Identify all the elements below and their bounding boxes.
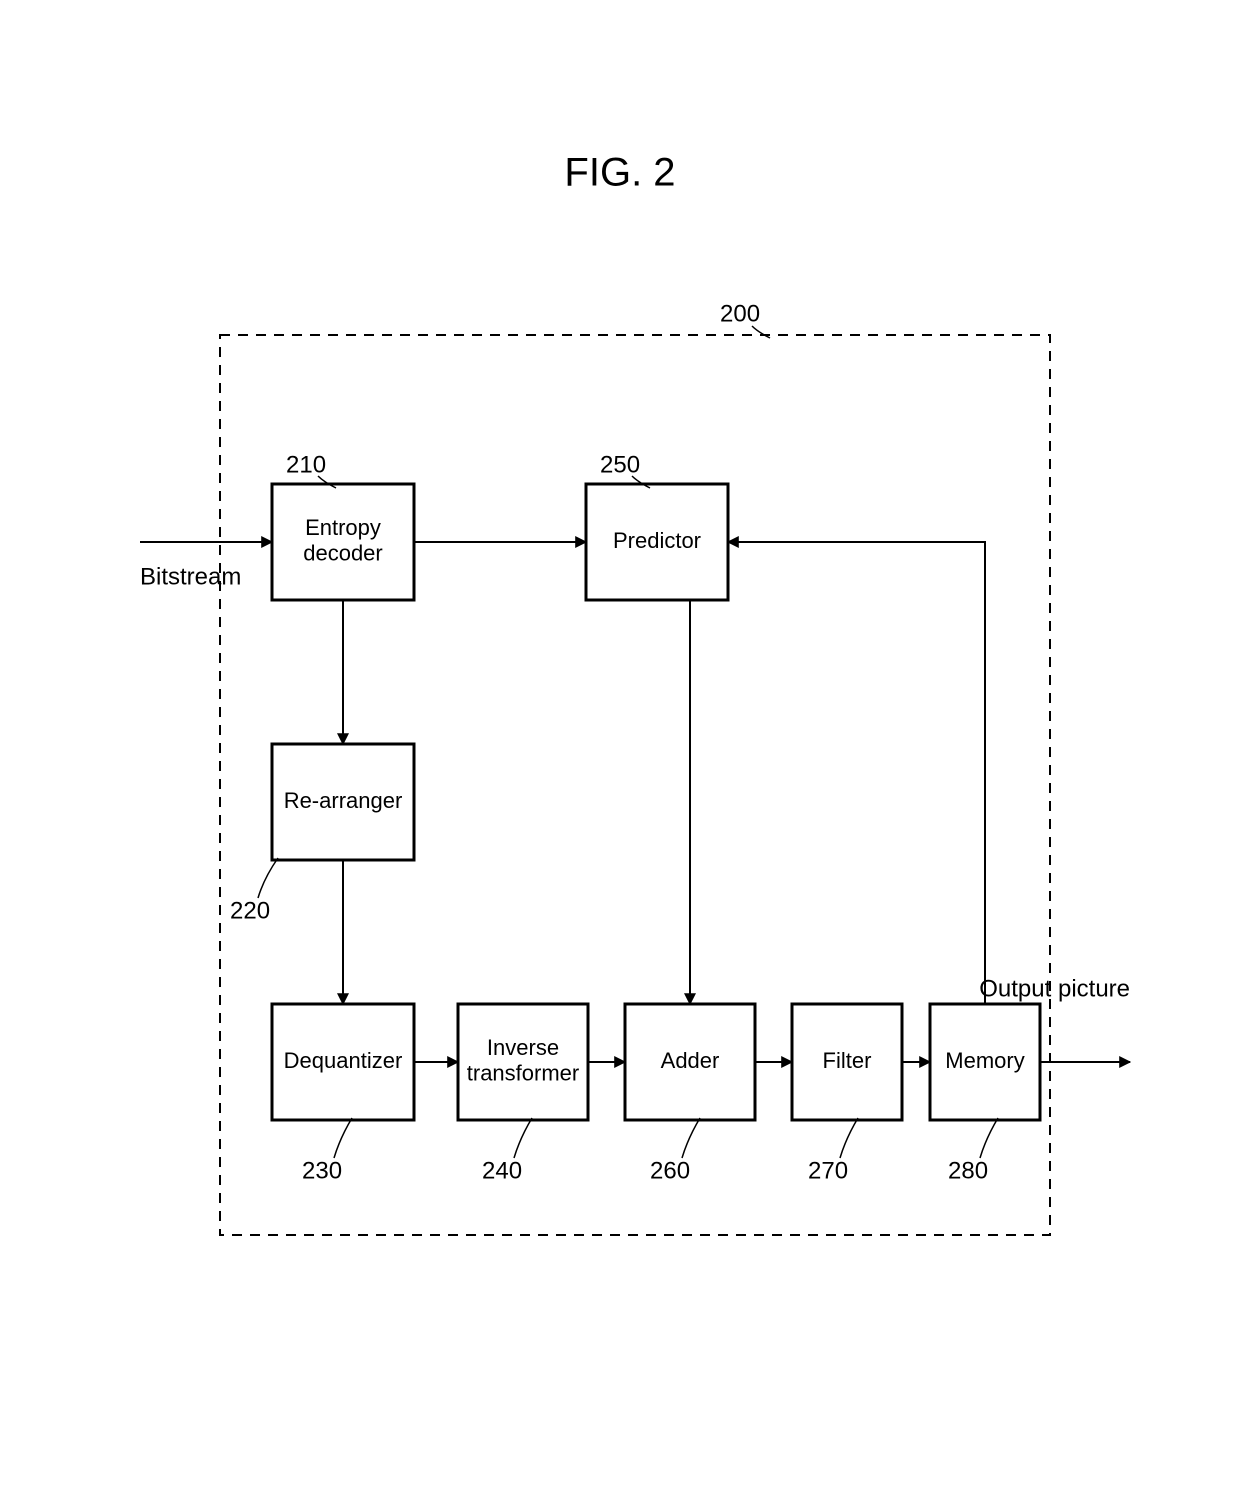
node-label-inverse_transformer: Inverse: [487, 1035, 559, 1060]
node-ref-inverse_transformer: 240: [482, 1157, 522, 1184]
node-label-adder: Adder: [661, 1048, 720, 1073]
node-predictor: Predictor: [586, 484, 728, 600]
figure-title: FIG. 2: [564, 151, 675, 195]
io-label-bitstream: Bitstream: [140, 563, 241, 590]
node-memory: Memory: [930, 1004, 1040, 1120]
node-label-predictor: Predictor: [613, 528, 701, 553]
node-ref-filter: 270: [808, 1157, 848, 1184]
leader-filter: [840, 1118, 858, 1158]
node-ref-adder: 260: [650, 1157, 690, 1184]
node-adder: Adder: [625, 1004, 755, 1120]
node-label-filter: Filter: [823, 1048, 872, 1073]
node-ref-entropy_decoder: 210: [286, 451, 326, 478]
node-ref-memory: 280: [948, 1157, 988, 1184]
leader-re_arranger: [258, 858, 278, 898]
node-label-entropy_decoder: Entropy: [305, 515, 381, 540]
node-dequantizer: Dequantizer: [272, 1004, 414, 1120]
node-re_arranger: Re-arranger: [272, 744, 414, 860]
node-inverse_transformer: Inversetransformer: [458, 1004, 588, 1120]
leader-inverse_transformer: [514, 1118, 532, 1158]
node-label-entropy_decoder: decoder: [303, 540, 383, 565]
node-label-memory: Memory: [945, 1048, 1024, 1073]
node-filter: Filter: [792, 1004, 902, 1120]
edge-memory_to_predictor: [728, 542, 985, 1004]
node-label-inverse_transformer: transformer: [467, 1060, 579, 1085]
container-ref: 200: [720, 300, 760, 327]
node-label-re_arranger: Re-arranger: [284, 788, 403, 813]
leader-memory: [980, 1118, 998, 1158]
node-label-dequantizer: Dequantizer: [284, 1048, 403, 1073]
node-ref-dequantizer: 230: [302, 1157, 342, 1184]
leader-dequantizer: [334, 1118, 352, 1158]
leader-adder: [682, 1118, 700, 1158]
io-label-output_picture: Output picture: [979, 975, 1130, 1002]
node-entropy_decoder: Entropydecoder: [272, 484, 414, 600]
node-ref-re_arranger: 220: [230, 897, 270, 924]
node-ref-predictor: 250: [600, 451, 640, 478]
container-leader: [752, 326, 770, 338]
